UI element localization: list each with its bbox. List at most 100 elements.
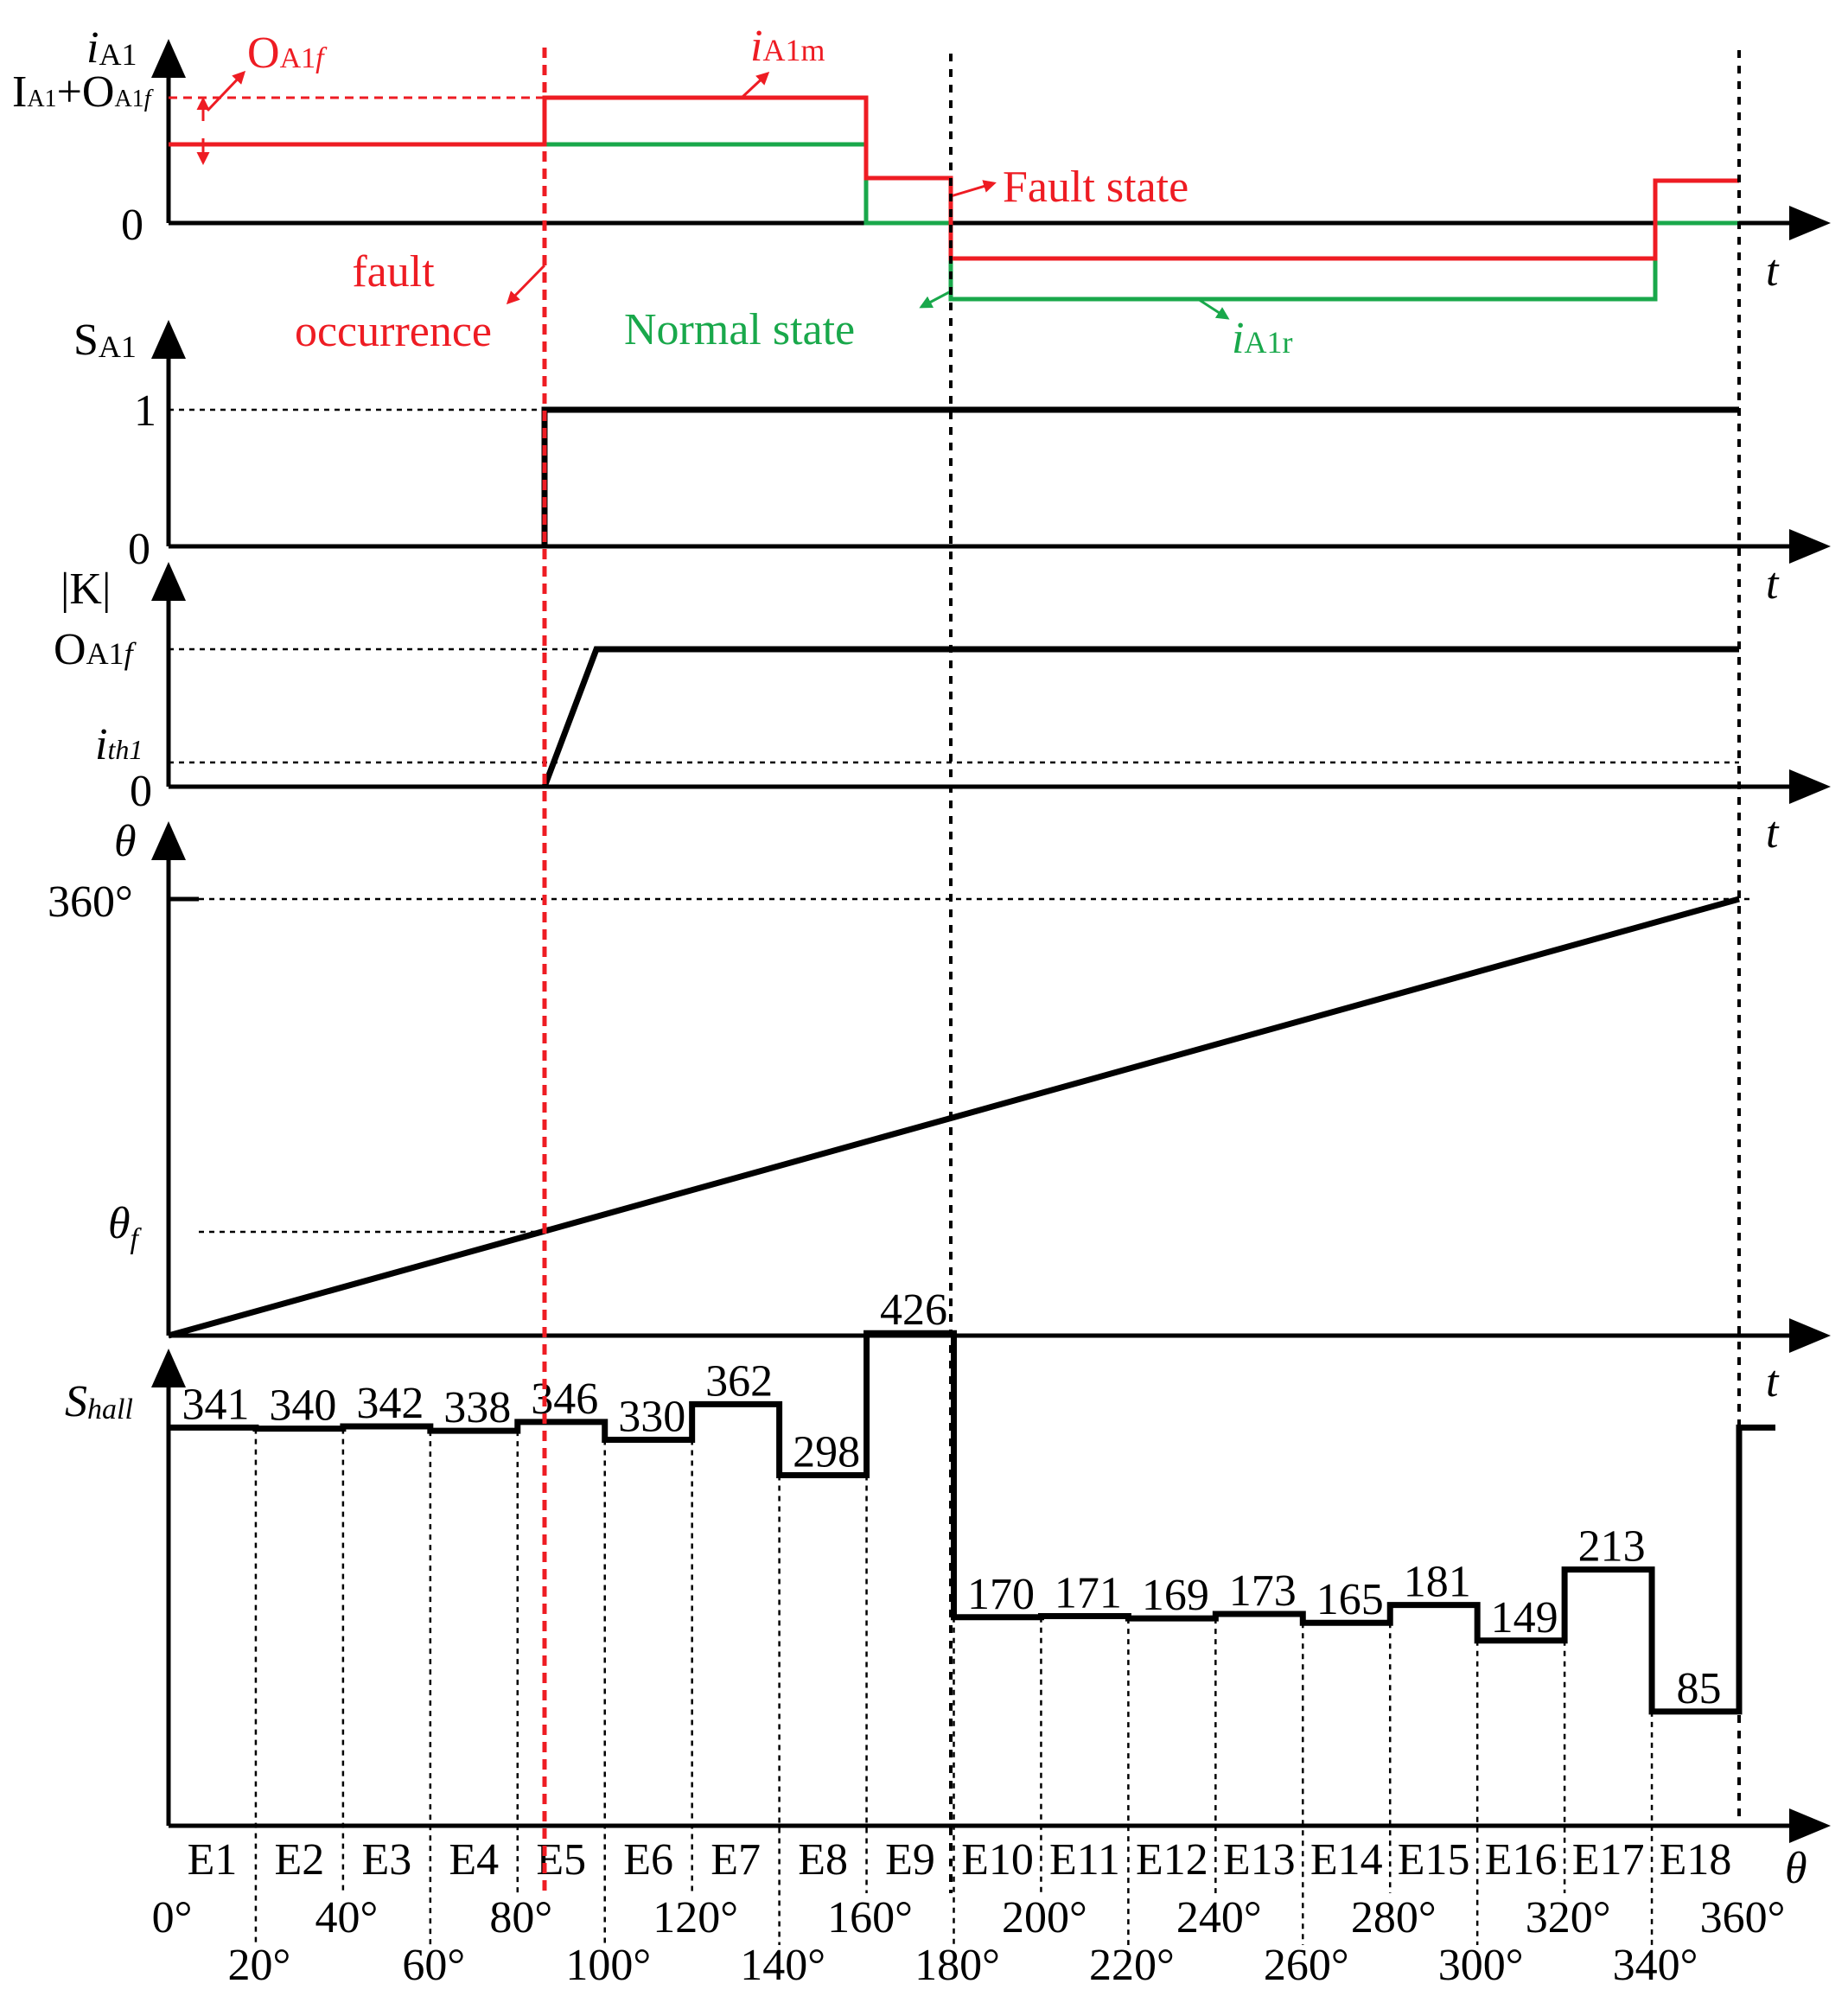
angle-label-upper: 80° <box>489 1893 552 1942</box>
threshold-label: ith1 <box>95 720 143 769</box>
panel-switch: SA1 1 0 t <box>73 316 1831 609</box>
one-label-switch: 1 <box>134 386 156 436</box>
t-label-switch: t <box>1766 559 1780 609</box>
hall-value-label: 298 <box>793 1428 860 1477</box>
angle-label-lower: 60° <box>402 1941 465 1990</box>
sector-label: E1 <box>188 1835 238 1885</box>
sector-label: E14 <box>1310 1835 1383 1885</box>
y-arrow-hall <box>151 1349 186 1387</box>
hall-value-label: 426 <box>880 1285 947 1335</box>
iA1m-trace <box>169 95 1739 261</box>
angle-label-upper: 320° <box>1526 1893 1611 1942</box>
y-label-theta: θ <box>114 817 137 866</box>
sector-label: E3 <box>361 1835 411 1885</box>
hall-value-label: 149 <box>1491 1593 1558 1642</box>
sector-label: E10 <box>961 1835 1034 1885</box>
angle-label-lower: 20° <box>228 1941 291 1990</box>
angle-label-lower: 180° <box>914 1941 1000 1990</box>
hall-value-label: 338 <box>443 1383 511 1432</box>
y-label-current: iA1 <box>86 23 137 73</box>
hall-value-label: 341 <box>182 1380 249 1429</box>
hall-value-label: 85 <box>1677 1664 1722 1713</box>
sector-label: E13 <box>1223 1835 1296 1885</box>
fault-occurrence-pointer <box>506 264 546 305</box>
angle-label-upper: 0° <box>152 1893 193 1942</box>
zero-label-current: 0 <box>121 201 143 250</box>
hall-value-label: 181 <box>1404 1558 1471 1607</box>
fault-state-pointer <box>950 180 997 198</box>
angle-label-upper: 280° <box>1351 1893 1437 1942</box>
sector-label: E5 <box>536 1835 586 1885</box>
x-arrow-switch <box>1789 529 1831 564</box>
iA1r-pointer <box>1197 297 1230 320</box>
sector-label: E9 <box>885 1835 935 1885</box>
x-arrow-hall <box>1789 1808 1831 1843</box>
iA1r-label: iA1r <box>1232 314 1292 363</box>
angle-label-lower: 340° <box>1613 1941 1698 1990</box>
y-label-hall: Shall <box>65 1377 133 1426</box>
normal-state-label: Normal state <box>624 305 855 354</box>
y-label-k: |K| <box>61 564 111 614</box>
theta-ramp <box>168 896 1740 1339</box>
angle-label-upper: 360° <box>1700 1893 1786 1942</box>
fault-occurrence-line1: fault <box>352 247 435 297</box>
sector-label: E15 <box>1398 1835 1470 1885</box>
t-label-current: t <box>1766 246 1780 296</box>
theta-f-label: θf <box>108 1199 143 1255</box>
y-arrow-theta <box>151 821 186 860</box>
angle-label-lower: 260° <box>1264 1941 1349 1990</box>
angle-label-lower: 220° <box>1089 1941 1175 1990</box>
panel-theta: θ 360° θf t <box>48 817 1831 1406</box>
hall-value-label: 169 <box>1142 1571 1209 1620</box>
sector-label: E4 <box>449 1835 499 1885</box>
SA1-trace <box>541 406 1739 546</box>
zero-label-k: 0 <box>130 767 152 816</box>
fault-state-label: Fault state <box>1003 163 1188 212</box>
offset-pointer <box>206 70 246 112</box>
angle-label-upper: 200° <box>1002 1893 1087 1942</box>
level-top-label: IA1+OA1f <box>12 67 154 117</box>
angle-label-lower: 100° <box>565 1941 651 1990</box>
sector-label: E6 <box>623 1835 673 1885</box>
y-arrow-switch <box>151 320 186 359</box>
angle-label-upper: 40° <box>315 1893 378 1942</box>
x-label-hall: θ <box>1785 1844 1807 1893</box>
angle-label-upper: 160° <box>827 1893 913 1942</box>
hall-value-label: 165 <box>1316 1575 1384 1624</box>
hall-value-label: 171 <box>1055 1569 1122 1618</box>
hall-value-label: 213 <box>1578 1522 1646 1572</box>
panel-current: iA1 IA1+OA1f 0 t OA1f iA1m Fault state f… <box>12 22 1831 363</box>
y-arrow-k <box>151 562 186 601</box>
hall-value-label: 362 <box>705 1356 773 1406</box>
x-arrow-current <box>1789 206 1831 240</box>
t-label-theta: t <box>1766 1357 1780 1406</box>
sector-label: E16 <box>1485 1835 1558 1885</box>
normal-state-pointer <box>919 290 952 309</box>
iA1m-label: iA1m <box>750 22 825 71</box>
label-360: 360° <box>48 877 133 927</box>
panel-hall: Shall θ 341 E1 340 E2 342 E3 338 E4 346 E5 330 E6 36… <box>65 1285 1831 1990</box>
angle-label-upper: 240° <box>1176 1893 1262 1942</box>
sector-label: E12 <box>1136 1835 1208 1885</box>
t-label-k: t <box>1766 808 1780 858</box>
hall-value-label: 342 <box>356 1379 424 1428</box>
y-label-switch: SA1 <box>73 316 137 365</box>
hall-value-label: 340 <box>269 1381 336 1431</box>
hall-trace <box>169 1330 1775 1715</box>
sector-label: E8 <box>798 1835 848 1885</box>
K-trace <box>541 646 1739 788</box>
offset-label: OA1f <box>247 29 328 78</box>
hall-value-label: 330 <box>618 1392 685 1441</box>
panel-k: |K| OA1f ith1 0 t <box>54 562 1831 858</box>
angle-label-lower: 140° <box>740 1941 825 1990</box>
hall-value-label: 170 <box>967 1570 1035 1619</box>
sector-label: E11 <box>1049 1835 1120 1885</box>
iA1m-pointer <box>740 71 770 99</box>
angle-label-upper: 120° <box>653 1893 738 1942</box>
sector-label: E18 <box>1660 1835 1732 1885</box>
top-label-k: OA1f <box>54 625 137 674</box>
fault-occurrence-line2: occurrence <box>295 307 492 356</box>
y-arrow-current <box>151 39 186 78</box>
angle-label-lower: 300° <box>1438 1941 1524 1990</box>
